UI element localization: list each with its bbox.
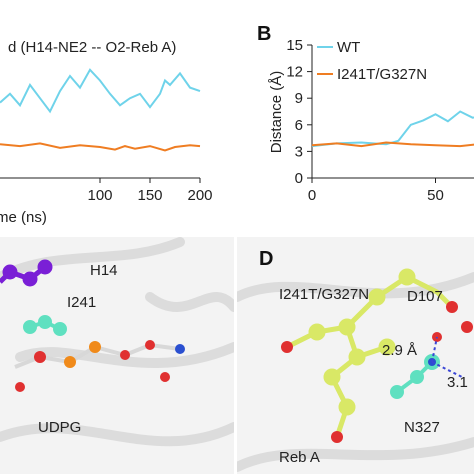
reb-a-ligand-model — [285, 268, 454, 438]
y-tick-label: 12 — [286, 64, 303, 81]
series-line-wt — [311, 110, 474, 148]
x-tick-label: 0 — [308, 187, 316, 204]
panel-a-title: d (H14-NE2 -- O2-Reb A) — [8, 39, 176, 56]
panel-b-chart: B 0 3 6 9 12 15 0 50 Distance (Å) WT I241T/G32… — [257, 23, 474, 204]
x-tick-label: 150 — [137, 187, 162, 204]
y-tick-label: 0 — [295, 170, 303, 187]
label-panel-d-letter: D — [259, 248, 273, 270]
legend-mutant-label: I241T/G327N — [337, 66, 427, 83]
y-tick-label: 3 — [295, 143, 303, 160]
i241-residue-model — [23, 315, 67, 336]
panel-a-chart: d (H14-NE2 -- O2-Reb A) 100 150 200 me (ns… — [0, 39, 213, 226]
label-reb-a: Reb A — [279, 449, 320, 466]
x-tick-label: 50 — [427, 187, 444, 204]
udpg-ligand-model — [14, 340, 185, 392]
panel-b-y-ticks: 0 3 6 9 12 15 — [286, 37, 312, 187]
panel-b-legend: WT I241T/G327N — [317, 39, 427, 83]
x-tick-label: 200 — [187, 187, 212, 204]
label-i241: I241 — [67, 294, 96, 311]
series-line-wt — [0, 68, 201, 114]
y-tick-label: 15 — [286, 37, 303, 54]
panel-a-series — [0, 68, 201, 152]
protein-ribbon-shapes — [237, 272, 474, 472]
series-line-mutant — [311, 141, 474, 148]
panel-b-y-label: Distance (Å) — [268, 71, 285, 154]
legend-wt-label: WT — [337, 39, 360, 56]
label-distance-3-1: 3.1 — [447, 374, 468, 391]
y-tick-label: 9 — [295, 90, 303, 107]
h14-residue-model — [0, 259, 53, 287]
panel-c-structure-image: H14 I241 UDPG — [0, 237, 234, 474]
panel-d-structure-image: D I241T/G327N D107 2.9 Å 3.1 N327 Reb A — [237, 237, 474, 474]
panel-a-x-ticks: 100 150 200 — [87, 178, 213, 204]
label-d107: D107 — [407, 288, 443, 305]
label-distance-2-9: 2.9 Å — [382, 342, 417, 359]
label-udpg: UDPG — [38, 419, 81, 436]
label-h14: H14 — [90, 262, 118, 279]
panel-b-series — [311, 110, 474, 148]
label-panel-d-title: I241T/G327N — [279, 286, 369, 303]
hydrogen-bonds — [431, 336, 463, 378]
panel-a-x-label: me (ns) — [0, 209, 47, 226]
x-tick-label: 100 — [87, 187, 112, 204]
label-n327: N327 — [404, 419, 440, 436]
series-line-mutant — [0, 142, 201, 152]
panel-b-x-ticks: 0 50 — [308, 178, 444, 204]
n327-residue-model — [390, 354, 440, 399]
y-tick-label: 6 — [295, 117, 303, 134]
panel-b-letter: B — [257, 23, 271, 45]
